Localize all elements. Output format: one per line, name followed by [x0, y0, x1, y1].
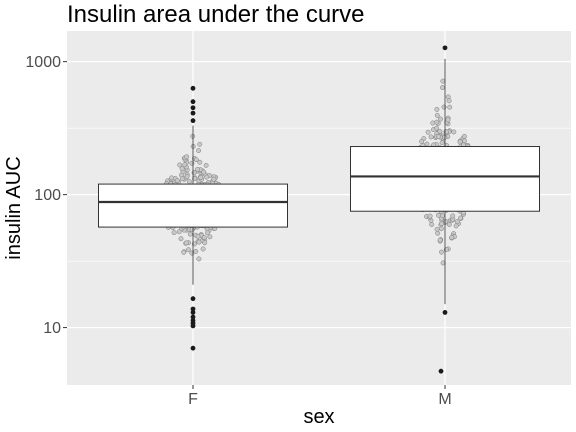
- data-point: [196, 148, 200, 152]
- outlier-point: [443, 310, 448, 315]
- outlier-point: [191, 105, 196, 110]
- data-point: [212, 177, 216, 181]
- data-point: [442, 105, 446, 109]
- chart-title: Insulin area under the curve: [67, 1, 365, 28]
- data-point: [179, 237, 183, 241]
- y-tick-label: 1000: [25, 54, 61, 71]
- data-point: [440, 214, 444, 218]
- data-point: [441, 79, 445, 83]
- data-point: [208, 235, 212, 239]
- data-point: [182, 250, 186, 254]
- y-axis-title: insulin AUC: [3, 156, 25, 259]
- data-point: [194, 157, 198, 161]
- data-point: [439, 221, 443, 225]
- data-point: [435, 227, 439, 231]
- data-point: [197, 240, 201, 244]
- outlier-point: [439, 369, 444, 374]
- outlier-point: [191, 346, 196, 351]
- data-point: [172, 230, 176, 234]
- data-point: [201, 247, 205, 251]
- data-point: [197, 257, 201, 261]
- data-point: [190, 161, 194, 165]
- data-point: [451, 214, 455, 218]
- data-point: [439, 250, 443, 254]
- data-point: [455, 219, 459, 223]
- data-point: [430, 222, 434, 226]
- box-F: [99, 184, 288, 227]
- data-point: [429, 135, 433, 139]
- data-point: [203, 241, 207, 245]
- box-M: [351, 147, 540, 212]
- data-point: [436, 231, 440, 235]
- outlier-point: [191, 111, 196, 116]
- data-point: [435, 113, 439, 117]
- data-point: [452, 130, 456, 134]
- data-point: [462, 134, 466, 138]
- data-point: [439, 227, 443, 231]
- y-tick-label: 100: [34, 187, 61, 204]
- data-point: [175, 178, 179, 182]
- data-point: [462, 139, 466, 143]
- data-point: [205, 231, 209, 235]
- data-point: [204, 163, 208, 167]
- outlier-point: [191, 307, 196, 312]
- data-point: [419, 139, 423, 143]
- data-point: [184, 241, 188, 245]
- data-point: [185, 155, 189, 159]
- data-point: [169, 176, 173, 180]
- data-point: [458, 216, 462, 220]
- data-point: [194, 249, 198, 253]
- data-point: [436, 213, 440, 217]
- data-point: [187, 180, 191, 184]
- y-tick-label: 10: [43, 320, 61, 337]
- data-point: [202, 235, 206, 239]
- data-point: [196, 234, 200, 238]
- y-axis: 10 100 1000: [25, 54, 67, 337]
- data-point: [435, 107, 439, 111]
- data-point: [438, 238, 442, 242]
- data-point: [199, 175, 203, 179]
- data-point: [444, 219, 448, 223]
- data-point: [434, 126, 438, 130]
- data-point: [190, 227, 194, 231]
- data-point: [188, 232, 192, 236]
- data-point: [438, 117, 442, 121]
- data-point: [440, 85, 444, 89]
- data-point: [186, 248, 190, 252]
- data-point: [447, 99, 451, 103]
- outlier-point: [191, 118, 196, 123]
- x-tick-label: F: [188, 391, 198, 408]
- outlier-point: [191, 315, 196, 320]
- data-point: [440, 141, 444, 145]
- data-point: [185, 174, 189, 178]
- data-point: [183, 162, 187, 166]
- data-point: [448, 105, 452, 109]
- data-point: [454, 224, 458, 228]
- x-tick-label: M: [438, 391, 451, 408]
- data-point: [450, 235, 454, 239]
- outlier-point: [191, 86, 196, 91]
- data-point: [195, 167, 199, 171]
- data-point: [431, 121, 435, 125]
- data-point: [204, 175, 208, 179]
- data-point: [446, 118, 450, 122]
- data-point: [436, 135, 440, 139]
- outlier-point: [443, 45, 448, 50]
- data-point: [428, 214, 432, 218]
- data-point: [192, 171, 196, 175]
- outlier-point: [191, 99, 196, 104]
- data-point: [198, 142, 202, 146]
- data-point: [426, 130, 430, 134]
- x-axis-title: sex: [303, 406, 334, 428]
- data-point: [202, 170, 206, 174]
- data-point: [178, 163, 182, 167]
- outlier-point: [191, 296, 196, 301]
